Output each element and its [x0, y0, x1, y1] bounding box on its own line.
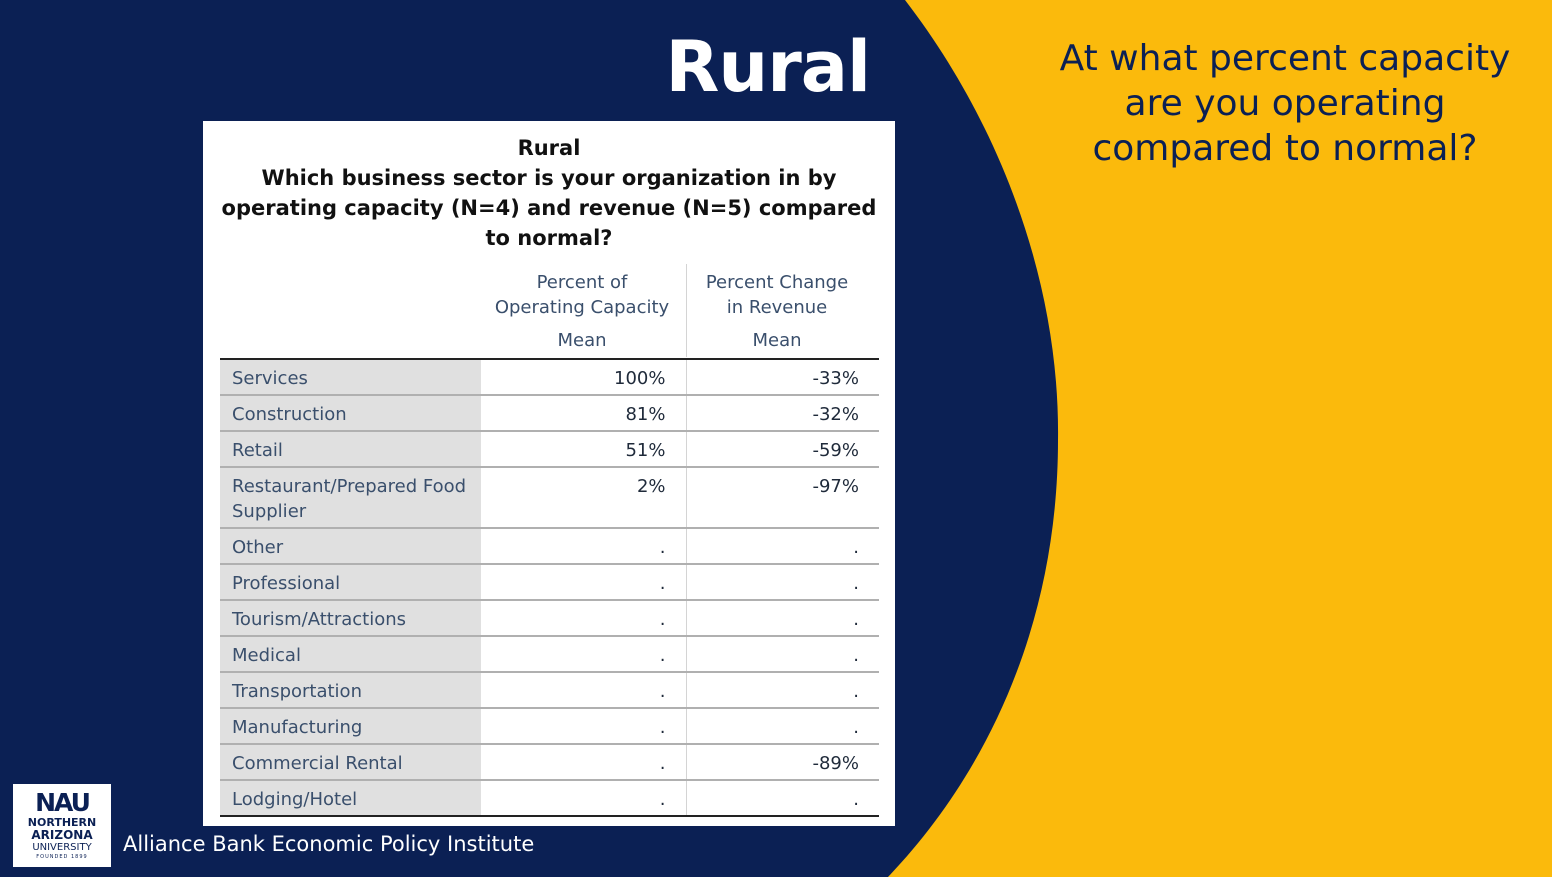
table-title: Rural Which business sector is your orga… — [203, 133, 895, 253]
column-header-line: Operating Capacity — [494, 297, 670, 318]
row-label: Construction — [220, 394, 481, 431]
revenue-cell: -97% — [685, 466, 879, 528]
row-label: Professional — [220, 563, 481, 600]
table-row: Other . . — [220, 527, 879, 564]
nau-logo-icon: NAU NORTHERN ARIZONA UNIVERSITY FOUNDED … — [13, 784, 111, 867]
column-subheader: Mean — [557, 330, 607, 351]
logo-text-line: NORTHERN — [27, 816, 97, 829]
row-label: Lodging/Hotel — [220, 779, 481, 816]
capacity-cell: . — [481, 527, 686, 564]
revenue-cell: -59% — [685, 430, 879, 467]
capacity-cell: . — [481, 635, 686, 672]
revenue-cell: . — [685, 671, 879, 708]
table-title-line: Which business sector is your organizati… — [261, 166, 837, 190]
header-divider — [686, 264, 687, 357]
capacity-cell: 100% — [614, 368, 666, 389]
row-label: Retail — [220, 430, 481, 467]
revenue-cell: -32% — [685, 394, 879, 431]
logo-text-line: UNIVERSITY — [32, 842, 92, 853]
table-row: Transportation . . — [220, 671, 879, 708]
table-row: Medical . . — [220, 635, 879, 672]
logo-founded-text: FOUNDED 1899 — [36, 854, 88, 860]
table-row: Tourism/Attractions . . — [220, 599, 879, 636]
column-subheader: Mean — [752, 330, 802, 351]
footer-institute-name: Alliance Bank Economic Policy Institute — [123, 832, 535, 856]
question-text: At what percent capacity are you operati… — [1059, 38, 1511, 169]
capacity-cell: 2% — [481, 466, 686, 528]
table-title-line: Rural — [517, 136, 581, 160]
row-label: Other — [220, 527, 481, 564]
revenue-cell: . — [685, 563, 879, 600]
capacity-cell: . — [481, 563, 686, 600]
revenue-cell: -33% — [685, 359, 879, 395]
revenue-cell: . — [685, 707, 879, 744]
column-header-line: in Revenue — [726, 297, 828, 318]
table-row: Services 100% -33% — [220, 359, 879, 395]
table-panel: Rural Which business sector is your orga… — [203, 121, 895, 826]
row-label: Transportation — [220, 671, 481, 708]
logo-text-line: ARIZONA — [31, 828, 93, 842]
capacity-cell: . — [481, 599, 686, 636]
row-label: Services — [220, 359, 481, 395]
row-label: Tourism/Attractions — [220, 599, 481, 636]
row-label: Medical — [220, 635, 481, 672]
column-header-line: Percent Change — [705, 272, 849, 293]
revenue-cell: . — [685, 527, 879, 564]
revenue-cell: . — [685, 599, 879, 636]
table-row: Manufacturing . . — [220, 707, 879, 744]
logo-mark: NAU — [35, 788, 91, 817]
revenue-cell: -89% — [685, 743, 879, 780]
column-header-capacity: Percent of Operating Capacity Mean — [482, 270, 682, 353]
table-row: Commercial Rental . -89% — [220, 743, 879, 780]
column-header-revenue: Percent Change in Revenue Mean — [687, 270, 867, 353]
row-label: Restaurant/Prepared Food Supplier — [220, 466, 481, 528]
slide-title: Rural — [665, 26, 872, 108]
table-title-line: to normal? — [485, 226, 613, 250]
capacity-cell: . — [481, 779, 686, 816]
table-row: Lodging/Hotel . . — [220, 779, 879, 816]
row-label: Commercial Rental — [220, 743, 481, 780]
row-label: Manufacturing — [220, 707, 481, 744]
capacity-cell: 51% — [481, 430, 686, 467]
data-table: Services 100% -33% Construction 81% -32%… — [220, 358, 879, 817]
capacity-cell: . — [481, 743, 686, 780]
revenue-cell: . — [685, 779, 879, 816]
column-header-line: Percent of — [536, 272, 628, 293]
table-row: Retail 51% -59% — [220, 430, 879, 467]
capacity-cell: . — [481, 707, 686, 744]
table-row: Professional . . — [220, 563, 879, 600]
table-row: Construction 81% -32% — [220, 394, 879, 431]
capacity-cell: 81% — [481, 394, 686, 431]
table-title-line: operating capacity (N=4) and revenue (N=… — [221, 196, 877, 220]
table-row: Restaurant/Prepared Food Supplier 2% -97… — [220, 466, 879, 528]
capacity-cell: . — [481, 671, 686, 708]
revenue-cell: . — [685, 635, 879, 672]
